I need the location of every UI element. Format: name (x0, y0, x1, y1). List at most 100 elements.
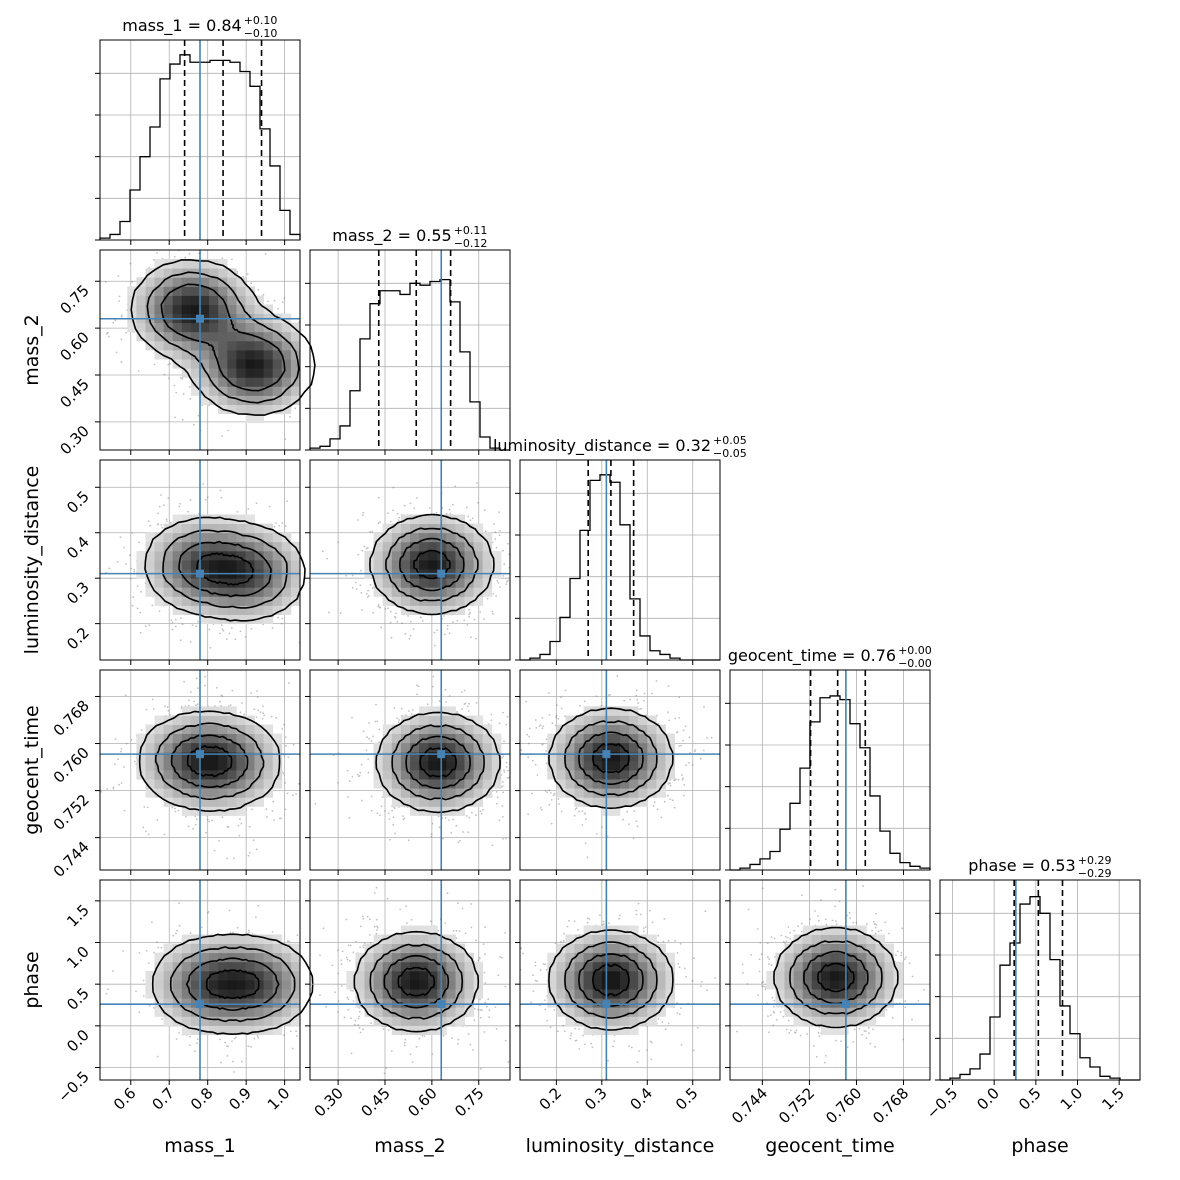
sample-point (164, 705, 166, 708)
sample-point (284, 736, 287, 738)
density-cell (428, 578, 438, 588)
sample-point (179, 502, 182, 505)
sample-point (273, 525, 276, 528)
sample-point (241, 702, 243, 704)
sample-point (195, 677, 198, 680)
title-lower-error: −0.05 (713, 447, 747, 460)
density-cell (218, 331, 228, 342)
density-cell (136, 760, 146, 771)
sample-point (371, 530, 374, 533)
density-cell (419, 541, 429, 552)
density-cell (419, 560, 429, 570)
density-cell (218, 715, 228, 725)
sample-point (408, 637, 411, 640)
sample-point (195, 818, 198, 821)
density-cell (218, 797, 228, 807)
sample-point (398, 719, 400, 721)
sample-point (284, 525, 287, 527)
sample-point (365, 592, 368, 595)
density-cell (190, 322, 201, 333)
density-cell (136, 751, 146, 762)
sample-point (119, 536, 122, 538)
density-cell (473, 578, 484, 588)
density-cell (290, 596, 301, 606)
panel-title-mass_1: mass_1 = 0.84 (122, 16, 241, 36)
sample-point (392, 816, 395, 819)
density-cell (218, 395, 228, 405)
sample-point (146, 806, 149, 809)
density-cell (245, 770, 255, 780)
sample-point (379, 814, 381, 817)
density-cell (218, 706, 228, 716)
sample-point (321, 550, 324, 553)
sample-point (289, 415, 291, 418)
hist-panel-mass_1: mass_1 = 0.84 +0.10−0.10 (95, 14, 301, 245)
sample-point (174, 807, 176, 810)
density-cell (227, 386, 237, 396)
sample-point (377, 603, 380, 606)
sample-point (261, 717, 264, 720)
density-cell (254, 395, 264, 405)
density-cell (245, 742, 255, 753)
sample-point (206, 496, 209, 499)
density-cell (190, 760, 201, 771)
sample-point (273, 819, 275, 821)
sample-point (477, 501, 479, 504)
sample-point (187, 510, 190, 513)
sample-point (152, 708, 155, 710)
sample-point (360, 569, 362, 572)
density-cell (482, 587, 493, 597)
sample-point (187, 825, 190, 828)
density-cell (227, 560, 237, 570)
density-cell (254, 359, 264, 369)
sample-point (281, 617, 283, 620)
sample-point (272, 800, 275, 803)
density-cell (218, 286, 228, 296)
density-cell (190, 550, 201, 561)
sample-point (117, 758, 119, 761)
density-cell (190, 368, 201, 378)
sample-point (130, 567, 133, 570)
sample-point (151, 604, 154, 607)
sample-point (446, 628, 449, 630)
sample-point (495, 546, 498, 549)
sample-point (144, 625, 147, 627)
sample-point (409, 620, 412, 623)
density-cell (181, 742, 192, 753)
density-cell (181, 295, 192, 305)
density-cell (227, 368, 237, 378)
density-cell (455, 541, 465, 552)
panel-title-luminosity_distance: luminosity_distance = 0.32 (493, 436, 711, 456)
sample-point (213, 849, 216, 852)
sample-point (123, 546, 126, 549)
sample-point (151, 698, 154, 701)
sample-point (171, 806, 174, 809)
density-cell (190, 532, 201, 543)
sample-point (294, 407, 297, 410)
panel-border (729, 669, 931, 871)
sample-point (227, 429, 230, 432)
hist-panel-mass_2: mass_2 = 0.55 +0.11−0.12 (305, 224, 511, 455)
density-cell (245, 322, 255, 333)
sample-point (498, 534, 501, 537)
sample-point (430, 836, 433, 838)
density-cell (136, 550, 146, 561)
sample-point (140, 729, 143, 732)
sample-point (295, 793, 297, 795)
sample-point (281, 522, 284, 524)
sample-point (495, 595, 497, 597)
density-cell (200, 532, 210, 543)
sample-point (221, 435, 223, 437)
density-cell (200, 724, 210, 734)
sample-point (394, 615, 396, 618)
sample-point (125, 331, 127, 334)
truth-marker (196, 569, 204, 578)
sample-point (362, 514, 364, 517)
sample-point (277, 616, 279, 619)
sample-point (490, 713, 493, 716)
sample-point (219, 489, 222, 492)
sample-point (426, 703, 429, 706)
density-cell (145, 532, 155, 543)
sample-point (449, 512, 452, 515)
sample-point (179, 639, 182, 642)
